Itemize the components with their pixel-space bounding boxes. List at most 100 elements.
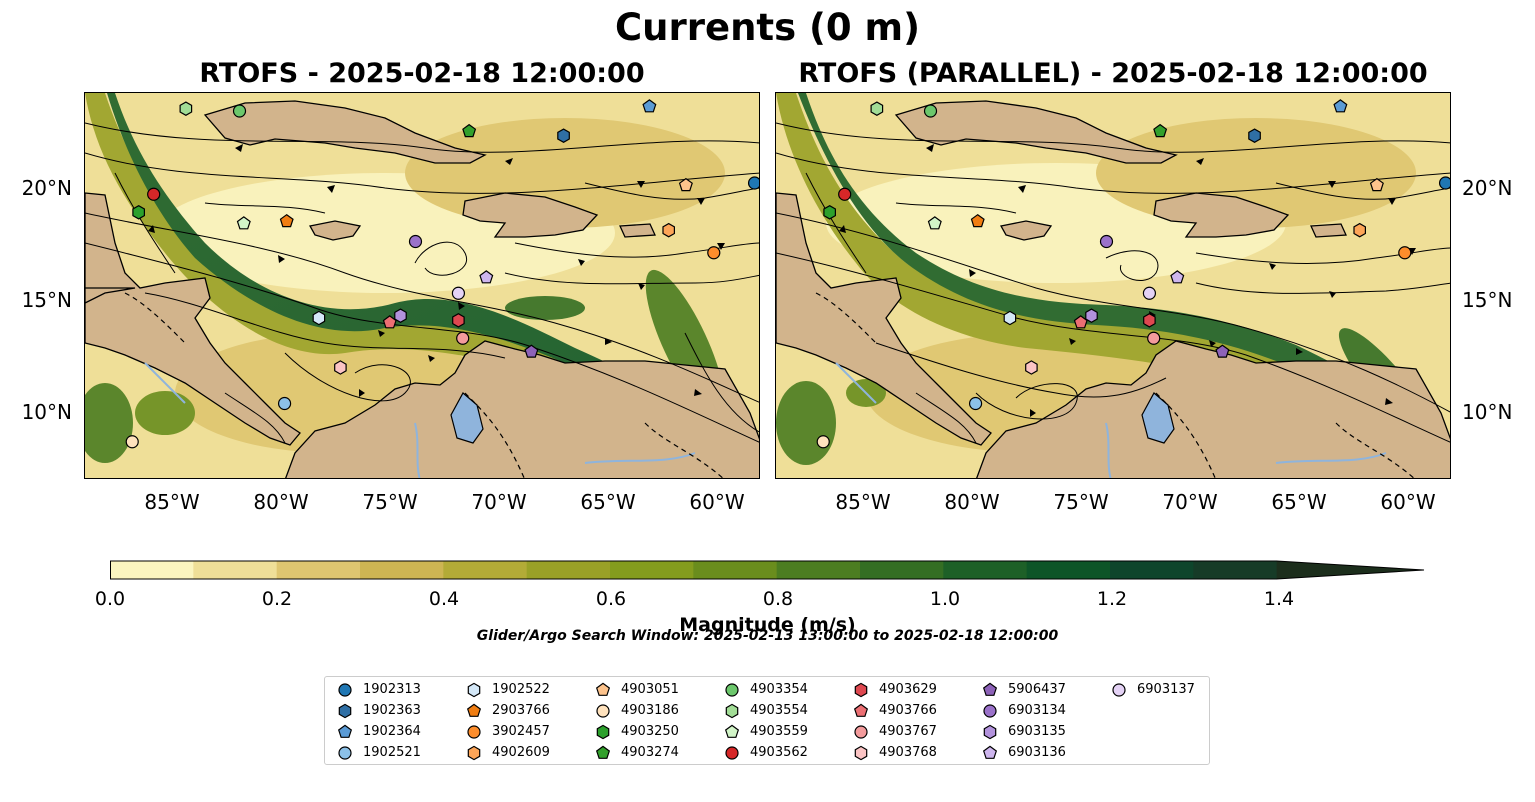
legend-label: 4903629	[879, 682, 937, 697]
legend-marker-4902609	[467, 745, 481, 760]
legend-label: 2903766	[492, 703, 550, 718]
float-marker-4903629	[1143, 313, 1156, 328]
legend-marker-1902521	[338, 745, 352, 760]
lon-tick-label: 65°W	[580, 490, 636, 514]
legend-marker-icon	[854, 682, 868, 697]
float-marker-6903137	[1142, 286, 1157, 300]
float-marker-1902363	[557, 128, 570, 143]
float-marker-4903767	[456, 331, 470, 345]
lon-tick-label: 80°W	[253, 490, 309, 514]
legend-item: 6903137	[1111, 679, 1195, 700]
legend-marker-4903554	[725, 703, 739, 718]
legend-label: 4903767	[879, 724, 937, 739]
legend-label: 4903354	[750, 682, 808, 697]
float-marker-1902313	[747, 176, 759, 190]
legend-marker-icon	[595, 682, 611, 696]
colorbar-segment	[1110, 561, 1194, 579]
float-markers	[125, 99, 759, 449]
lake-maracaibo	[450, 392, 484, 444]
float-marker-3902457	[1398, 246, 1412, 260]
lon-tick-label: 85°W	[144, 490, 200, 514]
legend-marker-icon	[725, 682, 739, 697]
lon-tick-label: 70°W	[471, 490, 527, 514]
right-map-svg	[776, 93, 1450, 478]
south-america	[285, 340, 759, 478]
float-marker-6903136	[479, 270, 494, 284]
colorbar-segment	[1193, 561, 1278, 579]
colorbar-segment	[693, 561, 778, 579]
float-marker-4903562	[838, 187, 852, 201]
colorbar-segment	[526, 561, 611, 579]
legend-item: 1902364	[337, 721, 421, 742]
legend-label: 3902457	[492, 724, 550, 739]
float-marker-3902457	[707, 246, 721, 260]
float-marker-1902521	[968, 396, 983, 411]
colorbar-label: Magnitude (m/s)	[679, 614, 856, 636]
lat-tick-label-left: 10°N	[21, 400, 72, 424]
yucatan	[85, 287, 136, 304]
float-marker-2903766	[279, 213, 294, 228]
float-marker-2903766	[970, 213, 985, 228]
legend-marker-6903136	[982, 745, 998, 759]
legend-marker-icon	[338, 703, 352, 718]
float-marker-1902364	[1333, 99, 1348, 113]
legend-marker-4903250	[596, 724, 610, 739]
legend-label: 1902521	[363, 745, 421, 760]
legend-marker-icon	[338, 682, 352, 697]
legend-item: 4903274	[595, 742, 679, 763]
float-markers	[816, 99, 1450, 449]
legend-marker-icon	[725, 745, 739, 760]
legend-item: 4903768	[853, 742, 937, 763]
legend-marker-1902364	[337, 724, 353, 738]
right-panel-title: RTOFS (PARALLEL) - 2025-02-18 12:00:00	[798, 58, 1428, 89]
legend-marker-4903767	[854, 724, 868, 739]
legend-marker-4903186	[596, 703, 610, 718]
float-marker-4903186	[816, 435, 830, 449]
lat-tick-label-right: 20°N	[1462, 176, 1513, 200]
lon-tick-label: 75°W	[1053, 490, 1109, 514]
float-legend: 1902313 1902363 1902364 1902521 1902522 29037…	[324, 676, 1210, 765]
colorbar-segment	[276, 561, 361, 579]
legend-label: 4902609	[492, 745, 550, 760]
float-marker-4902609	[662, 222, 676, 238]
legend-label: 4903274	[621, 745, 679, 760]
legend-item: 4903629	[853, 679, 937, 700]
legend-item: 4903250	[595, 721, 679, 742]
central-america	[776, 192, 992, 446]
float-marker-4903767	[1147, 331, 1161, 345]
legend-item: 1902522	[466, 679, 550, 700]
lon-tick-label: 85°W	[835, 490, 891, 514]
legend-marker-4903768	[854, 745, 868, 760]
float-marker-4903554	[870, 101, 884, 116]
float-marker-5906437	[524, 344, 539, 358]
legend-label: 6903135	[1008, 724, 1066, 739]
legend-item: 2903766	[466, 700, 550, 721]
legend-marker-icon	[467, 724, 481, 739]
legend-marker-icon	[1112, 682, 1126, 697]
float-marker-1902522	[312, 310, 326, 326]
float-marker-4903768	[334, 360, 347, 375]
legend-label: 4903768	[879, 745, 937, 760]
legend-marker-4903354	[725, 682, 739, 697]
legend-marker-icon	[854, 745, 868, 760]
legend-marker-4903562	[725, 745, 739, 760]
legend-label: 4903554	[750, 703, 808, 718]
lat-tick-label-right: 10°N	[1462, 400, 1513, 424]
hispaniola	[1153, 192, 1290, 238]
legend-label: 4903250	[621, 724, 679, 739]
legend-item: 4903554	[724, 700, 808, 721]
legend-item: 4903186	[595, 700, 679, 721]
legend-marker-4903629	[854, 682, 868, 697]
float-marker-5906437	[1215, 344, 1230, 358]
colorbar-segment	[360, 561, 444, 579]
legend-item: 4903051	[595, 679, 679, 700]
lon-tick-label: 75°W	[362, 490, 418, 514]
rivers	[835, 362, 1387, 478]
legend-marker-icon	[596, 724, 610, 739]
left-map-panel	[84, 92, 760, 479]
legend-item: 4903562	[724, 742, 808, 763]
colorbar-tick-label: 0.4	[428, 588, 460, 610]
float-marker-6903137	[451, 286, 466, 300]
float-marker-4903629	[452, 313, 465, 328]
float-marker-4903554	[179, 101, 193, 116]
